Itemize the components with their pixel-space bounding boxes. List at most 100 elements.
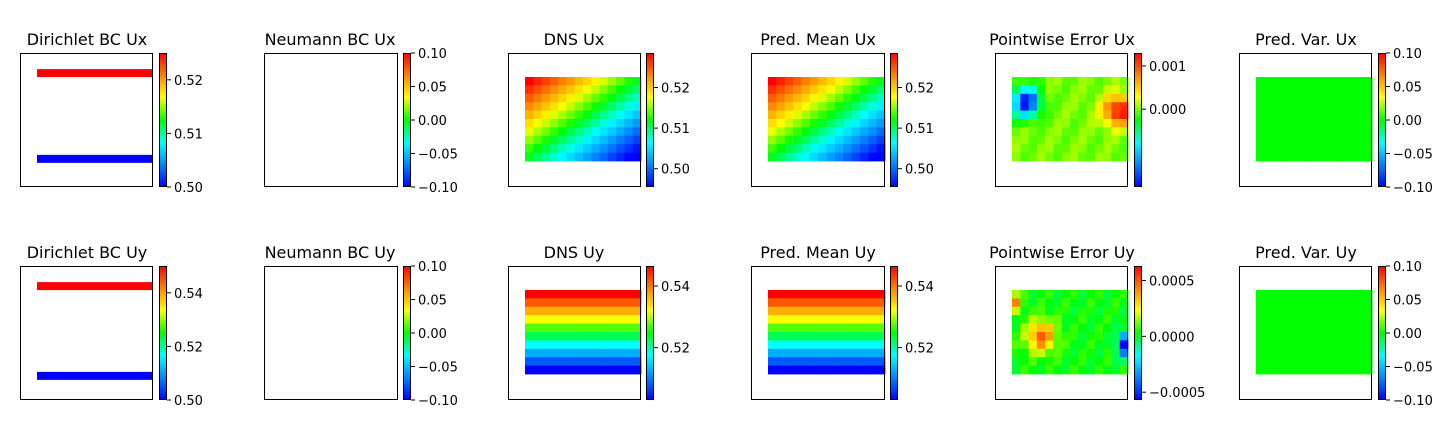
dirichlet-bottom-band bbox=[37, 371, 153, 380]
colorbar-gradient bbox=[646, 53, 654, 187]
heatmap-cell bbox=[1086, 102, 1096, 111]
heatmap-cell bbox=[1305, 290, 1315, 299]
colorbar-tick-label: 0.51 bbox=[661, 122, 690, 137]
heatmap-cell bbox=[616, 365, 625, 375]
heatmap-cell bbox=[1119, 77, 1129, 86]
heatmap-cell bbox=[793, 110, 802, 120]
heatmap-cell bbox=[599, 348, 609, 358]
heatmap-cell bbox=[1272, 110, 1282, 120]
heatmap-cell bbox=[1280, 110, 1290, 120]
heatmap-cell bbox=[826, 340, 836, 350]
heatmap-cell bbox=[1028, 298, 1038, 308]
heatmap-cell bbox=[1045, 340, 1054, 350]
heatmap-cell bbox=[591, 110, 600, 120]
heatmap-cell bbox=[1256, 315, 1265, 324]
heatmap-cell bbox=[834, 102, 844, 111]
heatmap-cell bbox=[1256, 85, 1265, 95]
heatmap-cell bbox=[1012, 298, 1021, 308]
heatmap-cell bbox=[868, 306, 878, 316]
axes-frame bbox=[20, 53, 153, 187]
heatmap-cell bbox=[1272, 315, 1282, 324]
colorbar-tick-label: 0.10 bbox=[418, 260, 447, 275]
heatmap-cell bbox=[801, 357, 811, 366]
heatmap-cell bbox=[1338, 110, 1348, 120]
heatmap-cell bbox=[549, 315, 559, 324]
heatmap-cell bbox=[1045, 306, 1054, 316]
heatmap-cell bbox=[1094, 93, 1104, 103]
heatmap-cell bbox=[533, 323, 542, 333]
heatmap-cell bbox=[851, 85, 861, 95]
heatmap-cell bbox=[768, 323, 777, 333]
heatmap-cell bbox=[843, 315, 852, 324]
heatmap-cell bbox=[1086, 348, 1096, 358]
heatmap-cell bbox=[1111, 85, 1121, 95]
heatmap-cell bbox=[809, 323, 819, 333]
heatmap-cell bbox=[1355, 102, 1365, 111]
heatmap-cell bbox=[818, 152, 827, 162]
heatmap-cell bbox=[1330, 298, 1340, 308]
colorbar-tick-label: 0.001 bbox=[1149, 60, 1186, 75]
heatmap-cell bbox=[1314, 135, 1323, 145]
heatmap-cell bbox=[1272, 323, 1282, 333]
heatmap-cell bbox=[1355, 152, 1365, 162]
heatmap-cell bbox=[834, 298, 844, 308]
heatmap-cell bbox=[566, 102, 576, 111]
heatmap-cell bbox=[549, 332, 559, 341]
heatmap-cell bbox=[566, 323, 576, 333]
heatmap-cell bbox=[1036, 290, 1046, 299]
heatmap-cell bbox=[1363, 357, 1373, 366]
heatmap-cell bbox=[1347, 365, 1356, 375]
heatmap-cell bbox=[591, 85, 600, 95]
heatmap-cell bbox=[1305, 315, 1315, 324]
heatmap-cell bbox=[826, 77, 836, 86]
heatmap-cell bbox=[1322, 357, 1331, 366]
heatmap-cell bbox=[1094, 144, 1104, 153]
heatmap-cell bbox=[809, 135, 819, 145]
heatmap-cell bbox=[809, 93, 819, 103]
heatmap-cell bbox=[541, 77, 551, 86]
heatmap-cell bbox=[1078, 306, 1087, 316]
heatmap-cell bbox=[1094, 127, 1104, 137]
heatmap-cell bbox=[599, 110, 609, 120]
heatmap-cell bbox=[1264, 119, 1273, 128]
colorbar-frame bbox=[1378, 53, 1386, 187]
heatmap-cell bbox=[1338, 93, 1348, 103]
heatmap-cell bbox=[1053, 290, 1063, 299]
heatmap-cell bbox=[1363, 365, 1373, 375]
heatmap-cell bbox=[859, 298, 869, 308]
heatmap-cell bbox=[549, 306, 559, 316]
heatmap-cell bbox=[1094, 110, 1104, 120]
heatmap-cell bbox=[1256, 340, 1265, 350]
heatmap-cell bbox=[1111, 144, 1121, 153]
heatmap-cell bbox=[566, 315, 576, 324]
panel-dirichlet-uy: Dirichlet BC Uy 0.50 0.52 0.54 bbox=[20, 243, 203, 409]
heatmap-cell bbox=[1094, 102, 1104, 111]
heatmap-cell bbox=[566, 340, 576, 350]
heatmap-cell bbox=[1070, 357, 1079, 366]
heatmap-cell bbox=[533, 357, 542, 366]
heatmap-cell bbox=[574, 85, 584, 95]
heatmap-cell bbox=[1338, 127, 1348, 137]
heatmap-cell bbox=[1020, 102, 1029, 111]
heatmap-cell bbox=[868, 102, 878, 111]
heatmap-cell bbox=[801, 306, 811, 316]
heatmap-area bbox=[20, 266, 153, 400]
heatmap-cell bbox=[632, 77, 642, 86]
heatmap-cell bbox=[826, 315, 836, 324]
heatmap-cell bbox=[1330, 77, 1340, 86]
colorbar: 0.50 0.51 0.52 bbox=[159, 53, 203, 196]
heatmap-cell bbox=[583, 85, 592, 95]
panel-neumann-uy: Neumann BC Uy −0.10 −0.05 0.00 0.05 0.10 bbox=[264, 243, 458, 409]
heatmap-cell bbox=[541, 306, 551, 316]
heatmap-cell bbox=[1078, 77, 1087, 86]
heatmap-cell bbox=[1347, 135, 1356, 145]
heatmap-cell bbox=[1330, 102, 1340, 111]
panel-title: Dirichlet BC Ux bbox=[27, 30, 148, 49]
heatmap-cell bbox=[1347, 323, 1356, 333]
heatmap-cell bbox=[616, 85, 625, 95]
heatmap-cell bbox=[1119, 135, 1129, 145]
colorbar-tick-label: 0.00 bbox=[418, 114, 447, 129]
heatmap-cell bbox=[1322, 340, 1331, 350]
axes-frame bbox=[264, 53, 398, 187]
heatmap-cell bbox=[1070, 290, 1079, 299]
